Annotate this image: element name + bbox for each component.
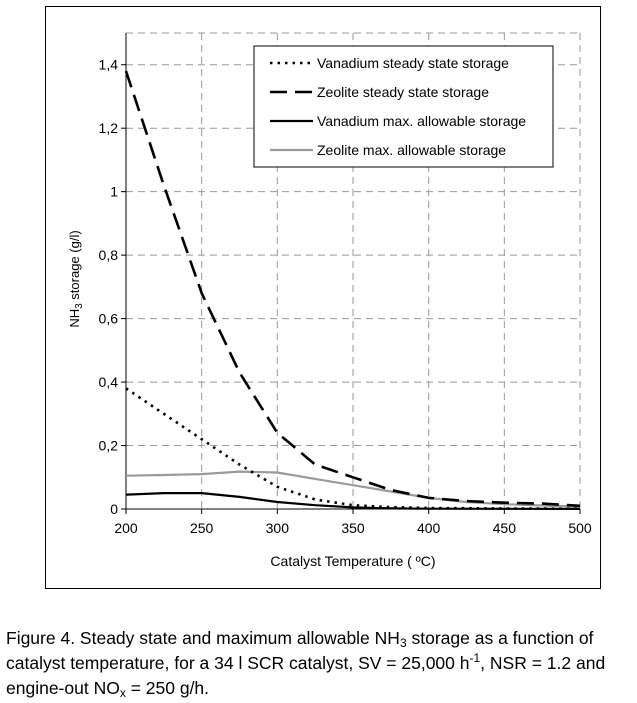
- y-tick-label: 0,8: [99, 247, 119, 263]
- y-tick-label: 0,6: [99, 311, 119, 327]
- legend-label: Zeolite steady state storage: [317, 84, 489, 100]
- caption-text: Figure 4. Steady state and maximum allow…: [6, 628, 400, 648]
- y-axis-label-sub: 3: [74, 303, 85, 309]
- caption-subscript: x: [119, 686, 126, 700]
- series-line-0: [125, 387, 581, 511]
- x-tick-label: 250: [190, 520, 214, 536]
- x-tick-label: 300: [266, 520, 290, 536]
- series-line-1: [124, 70, 581, 508]
- x-tick-label: 450: [493, 520, 517, 536]
- legend-label: Vanadium max. allowable storage: [317, 113, 526, 129]
- y-tick-label: 1,2: [99, 120, 119, 136]
- y-tick-label: 0,2: [99, 438, 119, 454]
- series-line-3: [125, 470, 581, 508]
- figure-caption: Figure 4. Steady state and maximum allow…: [6, 626, 634, 701]
- x-tick-label: 400: [417, 520, 441, 536]
- line-chart: 0 0,2 0,4 0,6 0,8 1 1,2 1,4 200 250 300 350 400 450 50…: [67, 32, 592, 569]
- caption-text: storage as a function of catalyst temper…: [6, 628, 594, 673]
- caption-text: = 250 g/h.: [125, 678, 210, 698]
- x-tick-label: 200: [114, 520, 138, 536]
- grid: [126, 32, 581, 509]
- legend-label: Zeolite max. allowable storage: [317, 142, 506, 158]
- x-tick-label: 500: [568, 520, 592, 536]
- y-tick-label: 0,4: [99, 374, 119, 390]
- legend-box: [253, 45, 554, 168]
- y-tick-label: 1: [110, 184, 118, 200]
- y-axis-label-part: NH: [67, 309, 82, 328]
- series-line-2: [125, 492, 581, 510]
- y-tick-label: 0: [110, 501, 118, 517]
- x-axis-label: Catalyst Temperature ( ºC): [270, 553, 435, 569]
- chart-frame: 0 0,2 0,4 0,6 0,8 1 1,2 1,4 200 250 300 350 400 450 50…: [45, 6, 601, 589]
- axes: 0 0,2 0,4 0,6 0,8 1 1,2 1,4 200 250 300 350 400 450 50…: [99, 33, 592, 536]
- x-tick-label: 350: [341, 520, 365, 536]
- legend: Vanadium steady state storage Zeolite ste…: [253, 45, 554, 168]
- caption-subscript: 3: [399, 636, 407, 650]
- caption-text: , NSR = 1.2 and engine-out NO: [6, 653, 606, 698]
- y-axis-label: NH3 storage (g/l): [67, 230, 85, 327]
- y-axis-label-part: storage (g/l): [67, 230, 82, 303]
- y-tick-label: 1,4: [99, 57, 119, 73]
- caption-superscript: -1: [469, 651, 481, 665]
- legend-label: Vanadium steady state storage: [317, 55, 509, 71]
- series-lines: [124, 70, 581, 511]
